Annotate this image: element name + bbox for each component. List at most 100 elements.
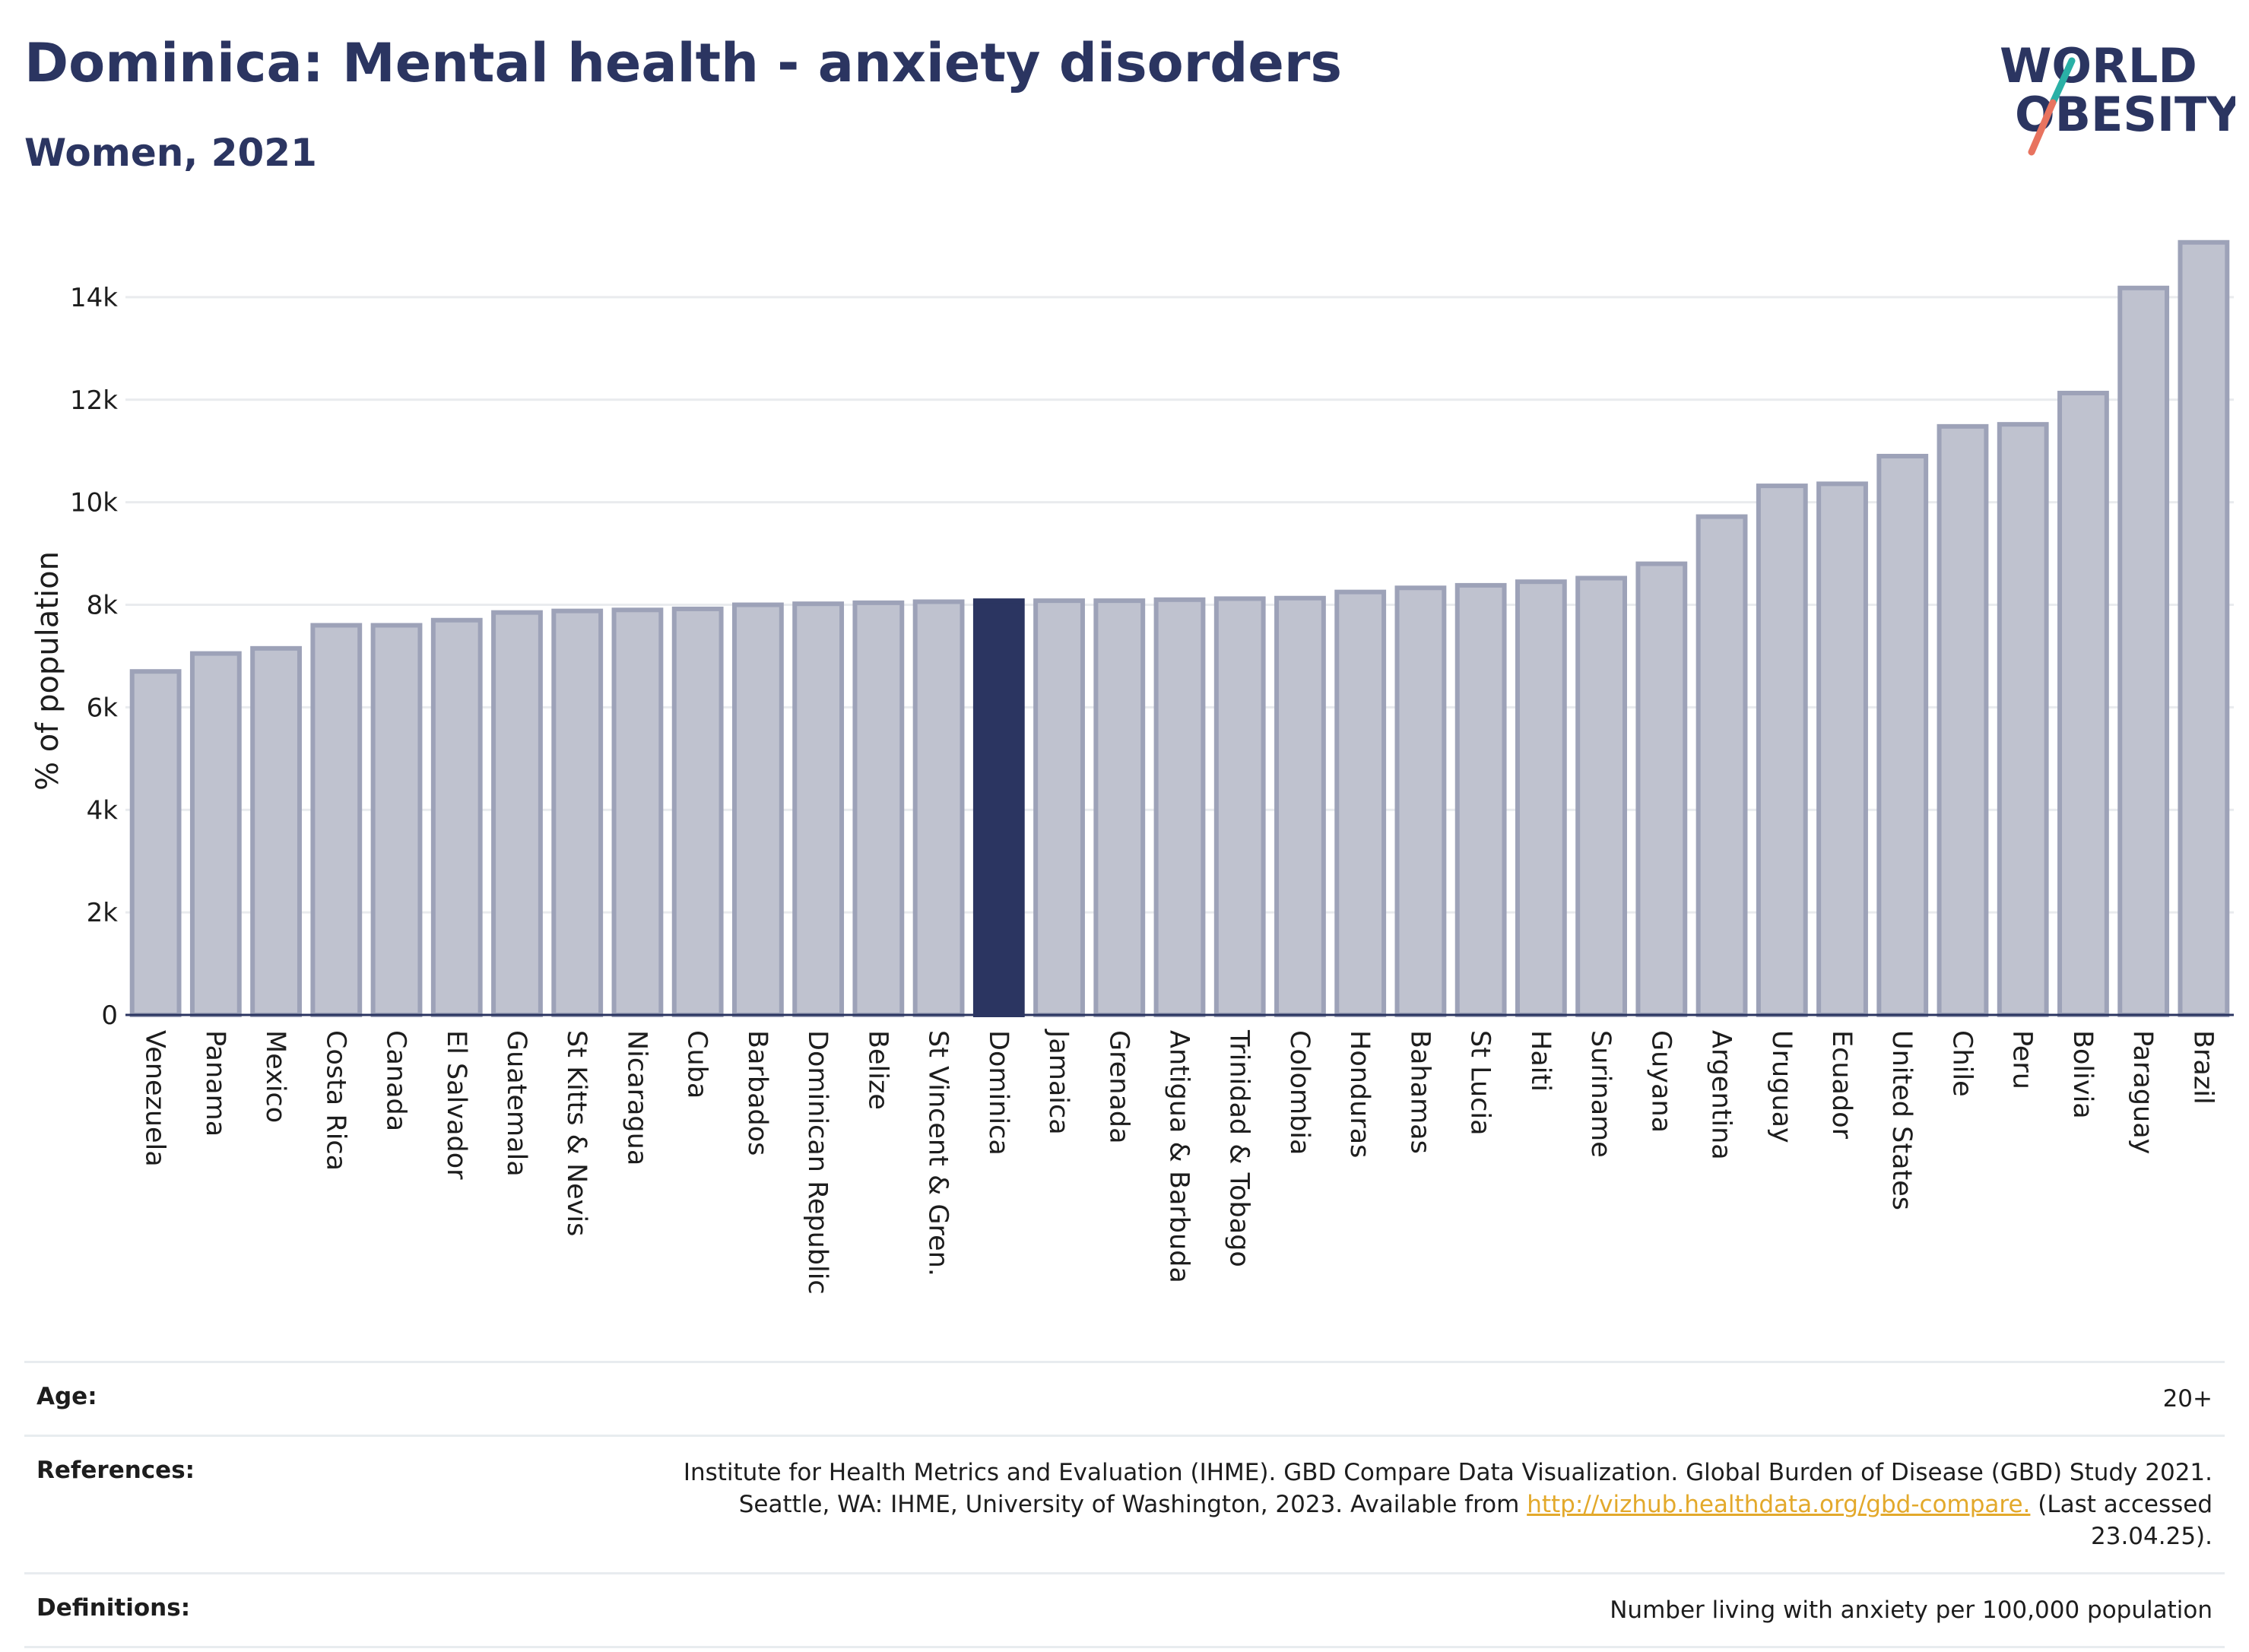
bar (792, 601, 845, 1017)
bar (370, 623, 423, 1017)
age-value: 20+ (2162, 1385, 2213, 1413)
bar (671, 606, 724, 1017)
x-tick-label: Cuba (682, 1030, 712, 1099)
x-tick-label: El Salvador (441, 1030, 471, 1180)
bar-highlight (972, 598, 1025, 1017)
references-row: References: Institute for Health Metrics… (24, 1435, 2225, 1574)
bar (1816, 481, 1868, 1017)
logo-slash-teal (2049, 57, 2076, 106)
bar (129, 669, 182, 1017)
y-tick-label: 8k (87, 591, 119, 621)
bar (1515, 579, 1567, 1017)
bar (1937, 423, 1989, 1017)
bar (1394, 585, 1447, 1018)
bar (1093, 598, 1146, 1017)
references-line1: Institute for Health Metrics and Evaluat… (683, 1459, 2213, 1486)
x-tick-label: Dominica (983, 1030, 1013, 1156)
x-tick-label: Brazil (2187, 1030, 2218, 1105)
x-tick-label: Bolivia (2067, 1030, 2098, 1119)
bar (1876, 453, 1929, 1017)
x-tick-label: Haiti (1525, 1030, 1556, 1092)
x-tick-label: Suriname (1585, 1030, 1616, 1158)
x-tick-label: Venezuela (140, 1030, 170, 1167)
bar (732, 602, 784, 1017)
chart-title: Dominica: Mental health - anxiety disord… (24, 32, 1343, 94)
info-table: Age: 20+ References: Institute for Healt… (24, 1361, 2225, 1648)
bar (1153, 597, 1206, 1017)
bar (2178, 239, 2230, 1018)
references-label: References: (36, 1457, 195, 1484)
bar (551, 608, 604, 1017)
age-row: Age: 20+ (24, 1362, 2225, 1436)
x-tick-label: Panama (200, 1030, 230, 1137)
bar (1454, 582, 1507, 1017)
x-tick-label: Mexico (260, 1030, 290, 1123)
references-line2-after: (Last accessed (2038, 1491, 2213, 1518)
x-tick-label: Antigua & Barbuda (1164, 1030, 1194, 1283)
y-axis-title: % of population (30, 551, 65, 791)
logo-line1: WORLD (2000, 38, 2197, 94)
y-tick-label: 12k (70, 385, 118, 416)
x-tick-label: Barbados (742, 1030, 772, 1156)
x-tick-label: Peru (2007, 1030, 2038, 1089)
y-tick-label: 0 (101, 1000, 118, 1031)
x-tick-label: Canada (381, 1030, 411, 1131)
references-line2-before: Seattle, WA: IHME, University of Washing… (738, 1491, 1520, 1518)
x-tick-label: Belize (862, 1030, 893, 1110)
x-tick-label: United States (1886, 1030, 1917, 1210)
chart-subtitle: Women, 2021 (24, 131, 317, 175)
definitions-row: Definitions: Number living with anxiety … (24, 1573, 2225, 1647)
bar (1033, 598, 1085, 1017)
x-tick-label: Honduras (1344, 1030, 1375, 1158)
bar (491, 610, 543, 1017)
y-tick-label: 4k (87, 795, 119, 826)
bar (2117, 285, 2170, 1017)
x-tick-label: Argentina (1706, 1030, 1737, 1160)
references-value: Institute for Health Metrics and Evaluat… (277, 1436, 2225, 1574)
x-tick-label: Chile (1946, 1030, 1977, 1097)
bar (430, 617, 483, 1017)
y-tick-label: 6k (87, 693, 119, 723)
bar (611, 607, 664, 1017)
x-tick-label: Uruguay (1766, 1030, 1797, 1143)
bar (1334, 589, 1387, 1017)
x-tick-label: Grenada (1103, 1030, 1134, 1144)
world-obesity-logo: WORLD OBESITY (1977, 30, 2235, 167)
bar-chart: 0 2k 4k 6k 8k 10k 12k 14k % of population Venezue… (30, 239, 2234, 1295)
y-tick-label: 14k (70, 283, 118, 313)
logo-line2: OBESITY (2015, 87, 2235, 142)
bar (1213, 596, 1266, 1017)
x-tick-label: Nicaragua (621, 1030, 652, 1165)
x-tick-label: St Lucia (1465, 1030, 1496, 1136)
x-tick-label: Costa Rica (320, 1030, 351, 1171)
logo-slash-coral (2028, 99, 2057, 156)
x-tick-label: Jamaica (1043, 1029, 1074, 1135)
bar (310, 623, 363, 1017)
x-tick-label: St Vincent & Gren. (923, 1030, 953, 1276)
bar (1695, 514, 1748, 1017)
x-tick-label: Dominican Republic (802, 1030, 833, 1295)
definitions-value: Number living with anxiety per 100,000 p… (1610, 1597, 2213, 1624)
definitions-label: Definitions: (36, 1594, 191, 1622)
references-line3: 23.04.25). (2091, 1523, 2213, 1550)
x-tick-label: Ecuador (1826, 1030, 1857, 1140)
bar (852, 600, 905, 1017)
x-tick-label: Guyana (1645, 1030, 1676, 1133)
x-tick-label: Colombia (1284, 1030, 1315, 1155)
bar (1997, 422, 2049, 1017)
bar (1756, 484, 1808, 1018)
age-label: Age: (36, 1383, 97, 1410)
bar (912, 599, 965, 1017)
x-tick-label: St Kitts & Nevis (561, 1030, 592, 1236)
bar (1274, 595, 1326, 1017)
x-tick-label: Guatemala (501, 1030, 531, 1177)
bar (1635, 561, 1688, 1018)
bar (1575, 576, 1627, 1018)
bar (189, 651, 242, 1017)
references-link[interactable]: http://vizhub.healthdata.org/gbd-compare… (1527, 1491, 2031, 1518)
bar (250, 645, 302, 1017)
y-tick-label: 10k (70, 488, 118, 518)
x-tick-label: Trinidad & Tobago (1224, 1029, 1255, 1267)
x-tick-label: Paraguay (2127, 1030, 2158, 1154)
x-tick-label: Bahamas (1404, 1030, 1435, 1154)
